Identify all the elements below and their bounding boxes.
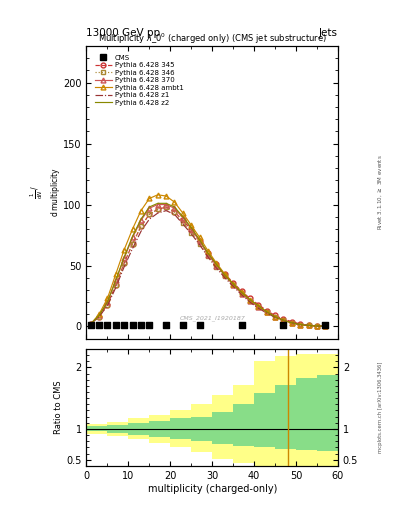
Point xyxy=(121,321,127,329)
Title: Multiplicity $\lambda\_0^0$ (charged only) (CMS jet substructure): Multiplicity $\lambda\_0^0$ (charged onl… xyxy=(98,32,327,46)
Point xyxy=(146,321,152,329)
Point xyxy=(239,321,245,329)
Text: Jets: Jets xyxy=(319,28,338,38)
Point xyxy=(88,321,94,329)
Text: 13000 GeV pp: 13000 GeV pp xyxy=(86,28,161,38)
Text: CMS_2021_I1920187: CMS_2021_I1920187 xyxy=(179,315,245,321)
Point xyxy=(196,321,203,329)
X-axis label: multiplicity (charged-only): multiplicity (charged-only) xyxy=(147,483,277,494)
Text: Rivet 3.1.10, $\geq$ 3M events: Rivet 3.1.10, $\geq$ 3M events xyxy=(377,155,384,230)
Point xyxy=(96,321,102,329)
Point xyxy=(280,321,286,329)
Point xyxy=(129,321,136,329)
Point xyxy=(104,321,110,329)
Y-axis label: $\frac{1}{\mathrm{d}N}\,/\,$
$\mathrm{d\,multiplicity}$: $\frac{1}{\mathrm{d}N}\,/\,$ $\mathrm{d\… xyxy=(29,167,62,218)
Legend: CMS, Pythia 6.428 345, Pythia 6.428 346, Pythia 6.428 370, Pythia 6.428 ambt1, P: CMS, Pythia 6.428 345, Pythia 6.428 346,… xyxy=(92,52,185,108)
Point xyxy=(138,321,144,329)
Point xyxy=(113,321,119,329)
Text: mcplots.cern.ch [arXiv:1306.3436]: mcplots.cern.ch [arXiv:1306.3436] xyxy=(378,361,383,453)
Point xyxy=(163,321,169,329)
Y-axis label: Ratio to CMS: Ratio to CMS xyxy=(55,380,63,434)
Point xyxy=(180,321,186,329)
Point xyxy=(322,321,329,329)
